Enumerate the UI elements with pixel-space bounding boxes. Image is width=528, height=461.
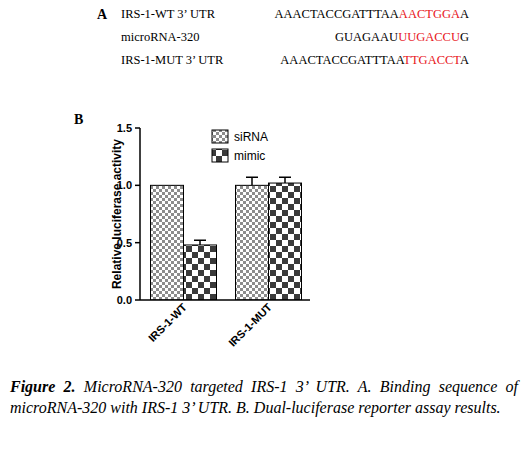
bar <box>184 245 217 300</box>
sequence-label: IRS-1-WT 3’ UTR <box>121 7 216 21</box>
sequence-segment: AAACTACCGATTTAA <box>280 53 404 67</box>
y-tick <box>135 242 140 244</box>
sequence-label: IRS-1-MUT 3’ UTR <box>121 53 224 67</box>
legend-label: siRNA <box>234 130 268 144</box>
error-bar <box>279 177 291 183</box>
caption: Figure 2. MicroRNA-320 targeted IRS-1 3’… <box>10 376 518 418</box>
sequence: AAACTACCGATTTAATTGACCTA <box>280 53 469 67</box>
caption-label: Figure 2. <box>10 378 76 395</box>
sequence: AAACTACCGATTTAAAACTGGAA <box>274 7 469 21</box>
sequence-segment: A <box>460 53 469 67</box>
x-tick-label: IRS-1-MUT <box>226 301 274 349</box>
y-tick-label: 1.5 <box>117 122 132 134</box>
legend-label: mimic <box>234 149 265 163</box>
panel-label: A <box>97 7 108 22</box>
sequence-segment: G <box>460 30 469 44</box>
y-axis-label: Relative luciferase activity <box>110 139 124 289</box>
caption-text: MicroRNA-320 targeted IRS-1 3’ UTR. A. B… <box>10 378 518 416</box>
sequence-label: microRNA-320 <box>121 30 199 44</box>
y-tick <box>135 185 140 187</box>
error-bar <box>246 177 258 185</box>
sequence-segment: AACTGGA <box>399 7 460 21</box>
sequence: GUAGAAUUUGACCUG <box>335 30 469 44</box>
sequence-segment: UUGACCU <box>398 30 460 44</box>
sequence-segment: TTGACCT <box>403 53 461 67</box>
bar <box>236 185 269 300</box>
sequence-segment: GUAGAAU <box>335 30 398 44</box>
sequence-segment: A <box>460 7 469 21</box>
bars <box>151 177 302 300</box>
bar <box>269 183 302 300</box>
x-tick-label: IRS-1-WT <box>146 301 189 344</box>
y-tick <box>135 299 140 301</box>
bar <box>151 185 184 300</box>
y-axis <box>139 128 141 300</box>
legend-swatch <box>212 149 228 162</box>
y-tick <box>135 127 140 129</box>
x-axis <box>140 299 310 301</box>
sequence-segment: AAACTACCGATTTAA <box>274 7 398 21</box>
y-tick-label: 0.0 <box>117 294 132 306</box>
legend-swatch <box>212 130 228 143</box>
panel-label: B <box>74 112 83 127</box>
error-bar <box>194 240 206 245</box>
